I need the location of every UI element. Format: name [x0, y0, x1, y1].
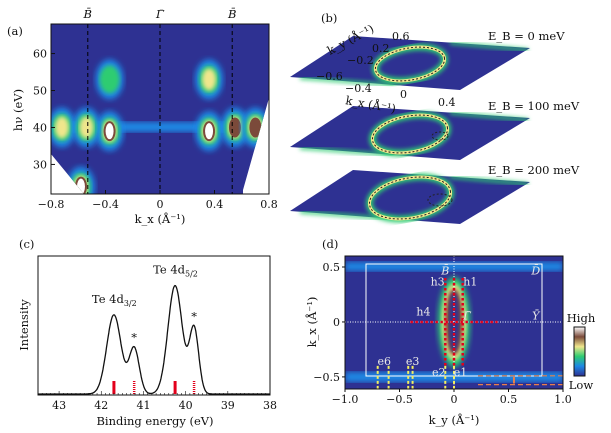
x-tick-label: 43	[52, 399, 66, 412]
symmetry-point-label: Γ̄	[155, 7, 165, 21]
x-tick-label: 0.5	[500, 393, 518, 406]
panel-c: (c) Te 4d3/2 * Te 4d5/2 * 43 42 41 40 39 38 Bind…	[17, 237, 277, 428]
y-tick-label: 60	[33, 48, 47, 61]
x-axis-label-d: k_y (Å⁻¹)	[429, 413, 480, 427]
inner-pocket	[427, 193, 453, 207]
y-tick-label: 0	[333, 316, 340, 329]
hole-cut-label: h1	[463, 276, 477, 289]
heatmap-spot	[54, 116, 69, 139]
heatmap-spot	[79, 116, 94, 139]
fermi-surface-slice	[290, 106, 530, 160]
panel-label-b: (b)	[321, 11, 337, 25]
kx-tick: 0	[400, 88, 407, 101]
ky-tick: 0.2	[372, 42, 390, 55]
y-tick-label: 30	[33, 158, 47, 171]
ky-tick: −0.6	[316, 70, 343, 83]
y-axis-label-c: Intensity	[17, 299, 31, 351]
panel-label-a: (a)	[7, 24, 23, 38]
x-axis-label-a: k_x (Å⁻¹)	[135, 212, 186, 226]
panel-d: (d) B̄ D̄ Γ̄ Ȳh1 h3 h4 e1 e2 e3 e6 −1.0 −0.5 0 0.5 1.…	[305, 237, 596, 427]
heatmap-spot	[76, 178, 85, 194]
kx-tick: 0.4	[438, 96, 456, 109]
fermi-contour-fit	[368, 176, 452, 220]
binding-energy-label: E_B = 200 meV	[488, 163, 580, 177]
slice-plane	[290, 170, 530, 224]
x-axis-label-c: Binding energy (eV)	[96, 414, 213, 428]
slice-band	[299, 76, 396, 87]
binding-energy-label: E_B = 100 meV	[488, 99, 580, 113]
symmetry-point-label: Γ̄	[462, 309, 471, 322]
x-tick-label: 38	[263, 399, 277, 412]
x-tick-label: −0.5	[386, 393, 413, 406]
hole-cut-label: h3	[431, 276, 445, 289]
fermi-surface-slice	[290, 170, 530, 224]
heatmap-spot	[205, 123, 214, 140]
slice-band	[449, 111, 529, 122]
heatmap-spot	[105, 123, 114, 140]
satellite-marker: *	[191, 309, 197, 323]
peak-label: Te 4d5/2	[153, 263, 198, 279]
x-tick-label: −1.0	[332, 393, 359, 406]
symmetry-point-label: B̄	[227, 7, 236, 21]
x-tick-label: −0.8	[38, 198, 65, 211]
y-tick-label: 40	[33, 121, 47, 134]
ky-ticks: 0.6 0.2 −0.2 −0.6 −0.4 0 0.4	[316, 30, 456, 109]
panel-a: (a) B̄ Γ̄ B̄ −0.8 −0.4 0 0.4 0.8 30 40 50 60 k_x (…	[7, 7, 278, 226]
slice-band	[299, 146, 396, 157]
ky-tick: 0.6	[392, 30, 410, 43]
electron-cut-label: e1	[454, 366, 468, 379]
y-tick-label: 0.5	[323, 261, 341, 274]
heatmap-spot	[202, 68, 217, 91]
panel-label-d: (d)	[322, 237, 338, 251]
colorbar-low-label: Low	[569, 378, 594, 392]
ky-tick: −0.2	[347, 54, 374, 67]
binding-energy-label: E_B = 0 meV	[488, 29, 565, 43]
colorbar-high-label: High	[567, 311, 596, 325]
peak-label: Te 4d3/2	[92, 292, 137, 308]
x-tick-label: 40	[179, 399, 193, 412]
symmetry-point-label: Ȳ	[532, 309, 541, 322]
slice-plane	[290, 106, 530, 160]
fermi-surface-slice	[290, 36, 530, 90]
xps-spectrum-line	[38, 284, 270, 395]
slice-plane	[290, 36, 530, 90]
electron-cut-label: e2	[432, 366, 446, 379]
x-tick-label: 0.4	[206, 198, 224, 211]
heatmap-spot	[249, 117, 262, 138]
y-axis-label-a: hν (eV)	[11, 89, 25, 131]
electron-cut-label: e3	[406, 355, 420, 368]
inner-pocket	[431, 131, 449, 141]
heatmap-spot	[228, 117, 241, 138]
slice-band	[449, 175, 529, 186]
hole-cut-label: h4	[416, 305, 430, 318]
y-tick-label: −0.5	[313, 371, 340, 384]
panel-label-c: (c)	[19, 237, 34, 251]
band-40ev	[51, 122, 269, 132]
y-axis-label-d: k_x (Å⁻¹)	[305, 297, 319, 348]
plot-frame-c	[37, 255, 271, 396]
x-tick-label: 42	[94, 399, 108, 412]
panel-b: (b) E_B = 0 meV E_B = 100 meV E_B = 200 me…	[290, 11, 580, 224]
y-tick-label: 50	[33, 85, 47, 98]
symmetry-point-label: D̄	[530, 264, 540, 277]
symmetry-point-label: B̄	[83, 7, 92, 21]
x-tick-label: −0.4	[92, 198, 119, 211]
fermi-contour-fit	[371, 114, 449, 154]
slice-band	[449, 41, 529, 52]
heatmap-spot	[99, 65, 120, 94]
colorbar	[573, 326, 586, 377]
x-tick-label: 41	[136, 399, 150, 412]
x-tick-label: 0.8	[260, 198, 278, 211]
x-tick-label: 0	[157, 198, 164, 211]
electron-cut-label: e6	[377, 355, 391, 368]
fermi-contour-fit	[374, 46, 446, 82]
satellite-marker: *	[131, 331, 137, 345]
x-tick-label: 39	[221, 399, 235, 412]
x-tick-label: 0	[451, 393, 458, 406]
x-tick-label: 1.0	[554, 393, 572, 406]
kx-tick: −0.4	[345, 82, 372, 95]
symmetry-point-label: B̄	[440, 264, 449, 277]
